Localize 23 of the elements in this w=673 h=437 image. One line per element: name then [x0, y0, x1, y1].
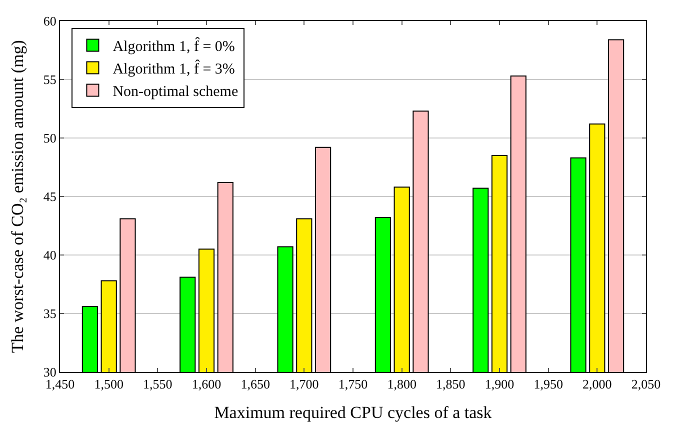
- legend-label: Algorithm 1, f̂ = 3%: [112, 58, 235, 78]
- x-tick-label: 1,800: [387, 376, 416, 392]
- x-tick-label: 1,950: [534, 376, 563, 392]
- legend-label: Non-optimal scheme: [112, 84, 238, 100]
- y-tick-label: 45: [43, 189, 56, 204]
- x-tick-label: 1,650: [240, 376, 270, 392]
- x-tick-label: 1,550: [143, 376, 172, 392]
- x-tick-label: 1,700: [290, 376, 319, 392]
- y-axis-title: The worst-case of CO₂ emission amount (mg): [8, 40, 27, 353]
- y-tick-label: 55: [43, 72, 56, 88]
- legend-label: Algorithm 1, f̂ = 0%: [112, 36, 235, 56]
- x-tick-label: 1,850: [436, 376, 466, 392]
- x-tick-label: 2,000: [582, 376, 612, 392]
- y-tick-label: 40: [43, 248, 56, 263]
- x-tick-label: 2,050: [631, 376, 661, 392]
- x-tick-label: 1,750: [338, 376, 368, 392]
- x-axis-title: Maximum required CPU cycles of a task: [214, 403, 492, 422]
- y-tick-label: 35: [43, 306, 56, 322]
- x-tick-label: 1,900: [484, 376, 514, 392]
- y-tick-label: 50: [43, 130, 56, 146]
- x-tick-label: 1,600: [192, 376, 222, 392]
- x-tick-label: 1,500: [94, 376, 124, 392]
- y-tick-label: 60: [43, 14, 56, 29]
